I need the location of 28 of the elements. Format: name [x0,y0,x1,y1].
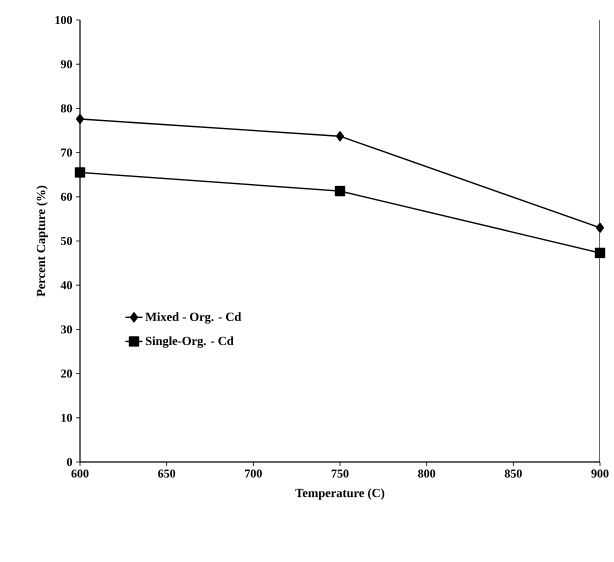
x-tick-label: 650 [158,470,176,478]
point [596,222,604,233]
y-tick-label: 0 [66,458,72,466]
y-axis-title: Percent Capture (%) [36,186,48,297]
x-axis-title: Temperature (C) [295,488,384,500]
legend-label: Mixed - Org. - Cd [145,312,242,324]
y-tick-label: 70 [61,148,72,157]
x-tick-label: 600 [71,470,89,478]
x-tick-label: 850 [504,470,522,478]
point [76,114,84,124]
x-tick-label: 800 [418,470,436,478]
y-tick-label: 90 [60,60,72,68]
point [74,167,86,178]
x-tick-label: 900 [591,470,609,478]
x-tick-label: 750 [332,470,349,478]
point [334,186,346,196]
y-tick-label: 30 [60,325,72,334]
y-tick-label: 60 [60,192,72,201]
point [594,248,606,258]
y-tick-label: 10 [61,414,72,422]
y-tick-label: 40 [60,281,72,290]
y-tick-label: 20 [61,370,72,378]
y-tick-label: 100 [56,16,72,24]
y-tick-label: 80 [60,104,72,112]
point [336,131,344,142]
legend-label: Single-Org. - Cd [146,336,234,348]
y-tick-label: 50 [61,236,72,246]
x-tick-label: 700 [245,470,262,478]
